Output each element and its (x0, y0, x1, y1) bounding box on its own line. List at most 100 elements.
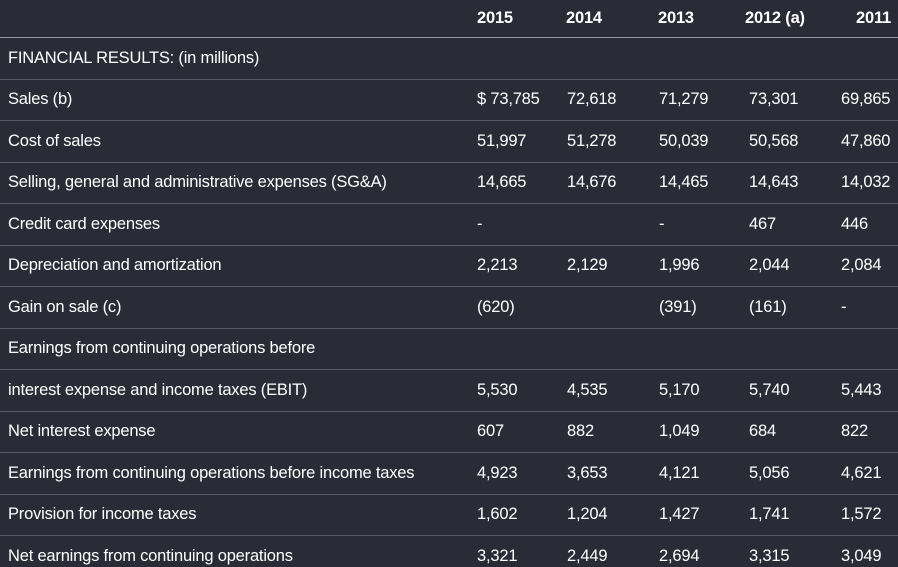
row-value-2012: 5,056 (740, 452, 832, 495)
table-row: Net earnings from continuing operations 3… (0, 535, 898, 567)
row-value-2015: (620) (468, 286, 558, 329)
row-value-2014: 1,204 (558, 494, 650, 536)
row-label: interest expense and income taxes (EBIT) (0, 369, 468, 412)
row-value-2013 (650, 328, 740, 370)
row-label: Gain on sale (c) (0, 286, 468, 329)
row-value-2012: 3,315 (740, 535, 832, 567)
row-value-2013: (391) (650, 286, 740, 329)
row-value-2011: 1,572 (832, 494, 898, 536)
row-value-2012: 684 (740, 411, 832, 453)
row-value-2012: 14,643 (740, 162, 832, 204)
table-row: Gain on sale (c) (620) (391) (161) - (0, 286, 898, 329)
row-value-2012 (740, 37, 832, 80)
row-value-2013: - (650, 203, 740, 246)
header-row: 2015 2014 2013 2012 (a) 2011 (0, 0, 898, 38)
row-label: Depreciation and amortization (0, 245, 468, 287)
row-value-2015: 2,213 (468, 245, 558, 287)
row-value-2011: 2,084 (832, 245, 898, 287)
row-value-2014 (558, 37, 650, 80)
row-value-2011: 3,049 (832, 535, 898, 567)
table-row: Cost of sales 51,997 51,278 50,039 50,568 47,… (0, 120, 898, 163)
row-value-2014 (558, 203, 650, 246)
row-value-2014 (558, 286, 650, 329)
row-value-2011: 47,860 (832, 120, 898, 163)
table-row: interest expense and income taxes (EBIT)… (0, 369, 898, 412)
row-value-2013: 1,427 (650, 494, 740, 536)
row-label: Provision for income taxes (0, 494, 468, 536)
row-value-2013: 50,039 (650, 120, 740, 163)
row-value-2013: 2,694 (650, 535, 740, 567)
row-label: Net interest expense (0, 411, 468, 453)
row-label: FINANCIAL RESULTS: (in millions) (0, 37, 468, 80)
row-value-2011 (832, 37, 898, 80)
row-value-2012 (740, 328, 832, 370)
row-value-2014 (558, 328, 650, 370)
row-value-2012: 5,740 (740, 369, 832, 412)
table-row: Credit card expenses - -467 446 (0, 203, 898, 246)
row-value-2012: 467 (740, 203, 832, 246)
row-value-2013: 1,996 (650, 245, 740, 287)
row-value-2015: 5,530 (468, 369, 558, 412)
row-label: Cost of sales (0, 120, 468, 163)
row-value-2014: 2,449 (558, 535, 650, 567)
row-value-2011 (832, 328, 898, 370)
table-row: Earnings from continuing operations befo… (0, 328, 898, 370)
table-row: FINANCIAL RESULTS: (in millions) (0, 37, 898, 80)
row-value-2012: 1,741 (740, 494, 832, 536)
table-row: Selling, general and administrative expe… (0, 162, 898, 204)
row-value-2014: 51,278 (558, 120, 650, 163)
header-year-2012: 2012 (a) (740, 0, 832, 38)
row-value-2014: 2,129 (558, 245, 650, 287)
row-value-2013: 71,279 (650, 79, 740, 121)
row-value-2015: 607 (468, 411, 558, 453)
row-label: Earnings from continuing operations befo… (0, 452, 468, 495)
row-value-2015: 4,923 (468, 452, 558, 495)
row-value-2011: 69,865 (832, 79, 898, 121)
table-row: Provision for income taxes 1,602 1,204 1,42… (0, 494, 898, 536)
row-value-2012: (161) (740, 286, 832, 329)
row-value-2011: 14,032 (832, 162, 898, 204)
header-year-2015: 2015 (468, 0, 558, 38)
row-value-2015: 1,602 (468, 494, 558, 536)
row-label: Credit card expenses (0, 203, 468, 246)
table-row: Earnings from continuing operations befo… (0, 452, 898, 495)
table-body: FINANCIAL RESULTS: (in millions) Sales (b… (0, 37, 898, 567)
header-year-2013: 2013 (650, 0, 740, 38)
table-row: Depreciation and amortization 2,213 2,129 1… (0, 245, 898, 287)
row-value-2012: 2,044 (740, 245, 832, 287)
row-label: Earnings from continuing operations befo… (0, 328, 468, 370)
row-label: Selling, general and administrative expe… (0, 162, 468, 204)
row-value-2014: 72,618 (558, 79, 650, 121)
header-label-cell (0, 0, 468, 38)
row-value-2011: - (832, 286, 898, 329)
table-row: Net interest expense 607 882 1,049 684 822 (0, 411, 898, 453)
row-value-2012: 73,301 (740, 79, 832, 121)
row-value-2011: 4,621 (832, 452, 898, 495)
row-value-2015: 51,997 (468, 120, 558, 163)
row-value-2015: $ 73,785 (468, 79, 558, 121)
table-row: Sales (b) $ 73,785 72,618 71,279 73,301 69,86… (0, 79, 898, 121)
header-year-2014: 2014 (558, 0, 650, 38)
row-value-2014: 882 (558, 411, 650, 453)
row-value-2014: 14,676 (558, 162, 650, 204)
row-value-2013: 1,049 (650, 411, 740, 453)
row-value-2015 (468, 328, 558, 370)
row-label: Net earnings from continuing operations (0, 535, 468, 567)
row-value-2015: - (468, 203, 558, 246)
row-value-2014: 3,653 (558, 452, 650, 495)
row-value-2013: 4,121 (650, 452, 740, 495)
row-value-2013 (650, 37, 740, 80)
row-value-2011: 5,443 (832, 369, 898, 412)
row-value-2015: 3,321 (468, 535, 558, 567)
row-value-2015: 14,665 (468, 162, 558, 204)
row-value-2014: 4,535 (558, 369, 650, 412)
row-value-2015 (468, 37, 558, 80)
header-year-2011: 2011 (832, 0, 898, 38)
row-value-2011: 446 (832, 203, 898, 246)
row-label: Sales (b) (0, 79, 468, 121)
row-value-2013: 14,465 (650, 162, 740, 204)
row-value-2012: 50,568 (740, 120, 832, 163)
row-value-2013: 5,170 (650, 369, 740, 412)
row-value-2011: 822 (832, 411, 898, 453)
